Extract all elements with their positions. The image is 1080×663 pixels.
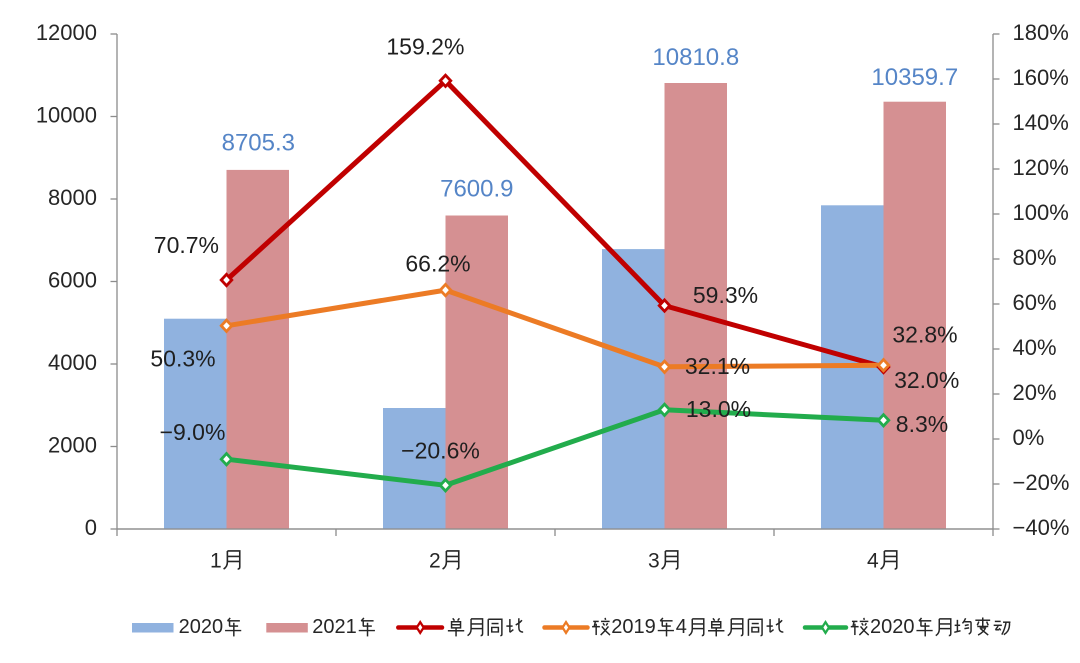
svg-text:32.8%: 32.8% (892, 322, 957, 348)
svg-text:2: 2 (429, 550, 441, 573)
svg-text:59.3%: 59.3% (693, 282, 758, 308)
svg-text:2020: 2020 (179, 616, 224, 638)
svg-text:12000: 12000 (36, 20, 97, 45)
svg-text:7600.9: 7600.9 (440, 176, 513, 203)
svg-text:66.2%: 66.2% (405, 250, 470, 276)
svg-text:32.1%: 32.1% (685, 353, 750, 379)
svg-text:4000: 4000 (48, 350, 97, 375)
svg-text:−20%: −20% (1013, 470, 1070, 495)
svg-text:80%: 80% (1013, 245, 1057, 270)
svg-text:2020: 2020 (870, 616, 915, 638)
svg-text:−40%: −40% (1013, 515, 1070, 540)
svg-text:8705.3: 8705.3 (222, 130, 295, 157)
svg-text:2019: 2019 (611, 616, 656, 638)
svg-text:3: 3 (648, 550, 660, 573)
svg-text:50.3%: 50.3% (150, 345, 215, 371)
svg-text:40%: 40% (1013, 335, 1057, 360)
svg-text:180%: 180% (1013, 20, 1069, 45)
svg-text:140%: 140% (1013, 110, 1069, 135)
svg-text:10359.7: 10359.7 (871, 64, 958, 91)
svg-text:100%: 100% (1013, 200, 1069, 225)
svg-text:120%: 120% (1013, 155, 1069, 180)
svg-text:4: 4 (867, 550, 879, 573)
svg-text:70.7%: 70.7% (154, 232, 219, 258)
svg-text:2000: 2000 (48, 433, 97, 458)
svg-text:10000: 10000 (36, 103, 97, 128)
svg-text:−9.0%: −9.0% (160, 419, 226, 445)
svg-text:0: 0 (85, 515, 97, 540)
svg-text:8.3%: 8.3% (896, 411, 948, 437)
svg-text:13.0%: 13.0% (686, 396, 751, 422)
svg-text:10810.8: 10810.8 (652, 44, 739, 71)
svg-text:20%: 20% (1013, 380, 1057, 405)
svg-text:8000: 8000 (48, 185, 97, 210)
svg-text:4: 4 (676, 616, 687, 638)
svg-text:6000: 6000 (48, 268, 97, 293)
svg-text:160%: 160% (1013, 65, 1069, 90)
svg-text:32.0%: 32.0% (894, 367, 959, 393)
svg-text:1: 1 (210, 550, 222, 573)
svg-text:159.2%: 159.2% (386, 34, 464, 60)
svg-text:60%: 60% (1013, 290, 1057, 315)
svg-text:−20.6%: −20.6% (401, 437, 480, 463)
svg-text:2021: 2021 (312, 616, 357, 638)
svg-text:0%: 0% (1013, 425, 1045, 450)
